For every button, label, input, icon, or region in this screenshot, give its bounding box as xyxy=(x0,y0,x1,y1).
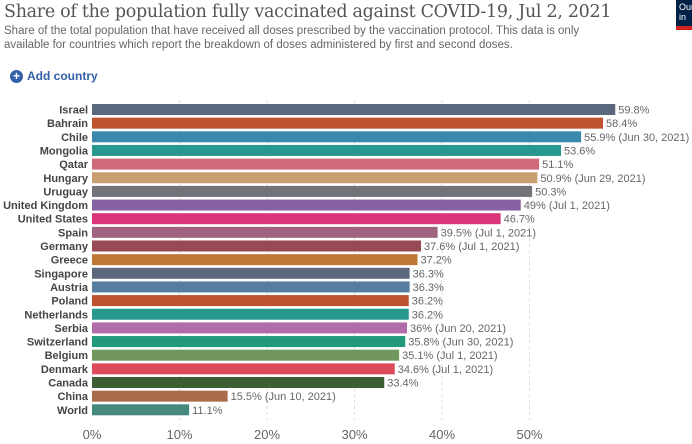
value-label: 36.2% xyxy=(412,296,443,308)
bar xyxy=(92,308,409,320)
bar xyxy=(92,199,521,211)
bar xyxy=(92,226,438,238)
category-label: Israel xyxy=(59,105,88,117)
value-label: 35.8% (Jun 30, 2021) xyxy=(408,337,513,349)
chart-subtitle: Share of the total population that have … xyxy=(4,25,580,51)
x-tick-label: 30% xyxy=(341,427,367,442)
value-label: 34.6% (Jul 1, 2021) xyxy=(398,364,493,376)
category-label: Netherlands xyxy=(24,309,88,321)
value-label: 37.6% (Jul 1, 2021) xyxy=(424,241,519,253)
bar xyxy=(92,363,395,375)
bar xyxy=(92,349,400,361)
category-label: Uruguay xyxy=(43,186,89,198)
value-label: 50.9% (Jun 29, 2021) xyxy=(540,173,645,185)
category-label: Singapore xyxy=(34,268,88,280)
value-label: 36.2% xyxy=(412,309,443,321)
category-label: Mongolia xyxy=(40,145,89,157)
bar xyxy=(92,185,533,197)
category-label: Canada xyxy=(48,378,89,390)
value-label: 59.8% xyxy=(618,105,649,117)
value-label: 53.6% xyxy=(564,145,595,157)
category-label: Serbia xyxy=(54,323,89,335)
chart-title: Share of the population fully vaccinated… xyxy=(4,2,612,22)
category-label: Greece xyxy=(51,255,88,267)
bar xyxy=(92,404,190,416)
bar xyxy=(92,117,603,129)
category-label: Hungary xyxy=(43,173,89,185)
value-label: 51.1% xyxy=(542,159,573,171)
value-label: 36.3% xyxy=(413,268,444,280)
bar xyxy=(92,158,540,170)
bar xyxy=(92,131,582,143)
x-tick-label: 50% xyxy=(516,427,542,442)
category-label: World xyxy=(57,405,88,417)
category-label: China xyxy=(57,391,88,403)
owid-logo[interactable]: Ourin xyxy=(676,0,692,30)
bar xyxy=(92,295,409,307)
category-label: Switzerland xyxy=(27,337,88,349)
add-country-button[interactable]: + Add country xyxy=(10,69,98,83)
value-label: 33.4% xyxy=(387,378,418,390)
bar xyxy=(92,267,410,279)
category-label: Qatar xyxy=(59,159,88,171)
bar xyxy=(92,281,410,293)
value-label: 11.1% xyxy=(192,405,223,417)
bar xyxy=(92,104,616,115)
value-label: 39.5% (Jul 1, 2021) xyxy=(441,227,536,239)
value-label: 36% (Jun 20, 2021) xyxy=(410,323,506,335)
add-country-label: Add country xyxy=(27,69,98,83)
category-label: Poland xyxy=(51,296,88,308)
value-label: 46.7% xyxy=(504,214,535,226)
value-label: 37.2% xyxy=(421,255,452,267)
category-label: Spain xyxy=(58,227,88,239)
x-tick-label: 0% xyxy=(83,427,102,442)
bar xyxy=(92,240,421,252)
category-label: Germany xyxy=(40,241,89,253)
category-label: Denmark xyxy=(41,364,89,376)
category-label: United Kingdom xyxy=(3,200,88,212)
bar xyxy=(92,336,406,348)
bar xyxy=(92,377,385,388)
bar xyxy=(92,213,501,225)
bar xyxy=(92,254,418,266)
category-label: Belgium xyxy=(45,350,89,362)
value-label: 35.1% (Jul 1, 2021) xyxy=(402,350,497,362)
category-label: Bahrain xyxy=(47,118,88,130)
value-label: 49% (Jul 1, 2021) xyxy=(524,200,610,212)
bar xyxy=(92,322,407,334)
value-label: 50.3% xyxy=(535,186,566,198)
category-label: United States xyxy=(18,214,88,226)
x-tick-label: 10% xyxy=(166,427,192,442)
x-tick-label: 40% xyxy=(429,427,455,442)
value-label: 58.4% xyxy=(606,118,637,130)
category-label: Chile xyxy=(61,132,88,144)
x-tick-label: 20% xyxy=(254,427,280,442)
bar xyxy=(92,390,228,402)
plus-icon: + xyxy=(10,69,23,83)
value-label: 15.5% (Jun 10, 2021) xyxy=(231,391,336,403)
bar xyxy=(92,144,561,156)
value-label: 36.3% xyxy=(413,282,444,294)
bar xyxy=(92,172,538,184)
value-label: 55.9% (Jun 30, 2021) xyxy=(584,132,689,144)
category-label: Austria xyxy=(50,282,89,294)
